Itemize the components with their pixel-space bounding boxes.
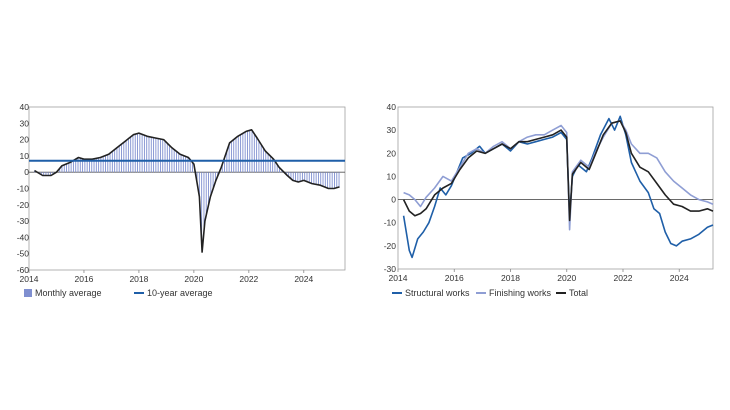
y-tick-label: -10	[384, 218, 397, 228]
legend-swatch	[24, 289, 32, 297]
series-line-finishing-works	[403, 120, 714, 231]
y-tick-label: -20	[384, 241, 397, 251]
y-tick-label: 10	[20, 151, 30, 161]
legend-label: 10-year average	[147, 288, 213, 298]
x-tick-label: 2024	[670, 273, 689, 283]
y-tick-label: 0	[24, 167, 29, 177]
x-tick-label: 2022	[239, 274, 258, 284]
y-tick-label: 20	[20, 135, 30, 145]
y-tick-label: -40	[17, 232, 30, 242]
x-tick-label: 2018	[501, 273, 520, 283]
y-tick-label: 30	[387, 125, 397, 135]
y-tick-label: 20	[387, 148, 397, 158]
x-tick-label: 2018	[129, 274, 148, 284]
y-tick-label: 30	[20, 118, 30, 128]
x-tick-label: 2020	[557, 273, 576, 283]
y-tick-label: 40	[387, 102, 397, 112]
y-tick-label: -30	[17, 216, 30, 226]
x-tick-label: 2020	[184, 274, 203, 284]
series-line-structural-works	[402, 115, 714, 259]
series-line-total	[402, 120, 714, 222]
x-tick-label: 2016	[445, 273, 464, 283]
legend-label: Finishing works	[489, 288, 552, 298]
x-tick-label: 2022	[614, 273, 633, 283]
legend-label: Total	[569, 288, 588, 298]
y-tick-label: -60	[17, 265, 30, 275]
x-tick-label: 2014	[389, 273, 408, 283]
y-tick-label: -30	[384, 264, 397, 274]
y-tick-label: -50	[17, 249, 30, 259]
y-tick-label: -20	[17, 200, 30, 210]
x-tick-label: 2016	[74, 274, 93, 284]
x-tick-label: 2024	[294, 274, 313, 284]
plot-frame	[397, 106, 714, 270]
y-tick-label: 40	[20, 102, 30, 112]
y-tick-label: 10	[387, 171, 397, 181]
x-tick-label: 2014	[20, 274, 39, 284]
y-tick-label: -10	[17, 184, 30, 194]
plot-frame	[28, 106, 346, 271]
monthly-average-line	[34, 129, 340, 253]
y-tick-label: 0	[391, 195, 396, 205]
legend-label: Structural works	[405, 288, 470, 298]
legend-label: Monthly average	[35, 288, 102, 298]
